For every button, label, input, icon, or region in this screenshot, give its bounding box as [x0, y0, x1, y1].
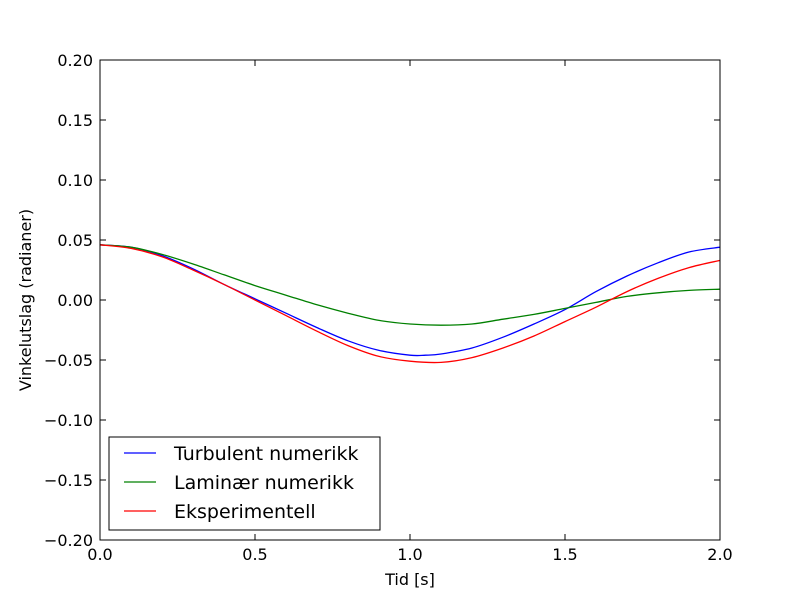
y-tick-label: −0.20	[44, 531, 93, 550]
series-line-2	[99, 244, 721, 364]
x-tick-label: 0.0	[87, 545, 112, 564]
legend-entries: Turbulent numerikk Laminær numerikk Eksper…	[124, 443, 359, 523]
x-tick-label: 2.0	[707, 545, 732, 564]
y-tick-label: 0.15	[57, 111, 93, 130]
ticks-layer: 0.0 0.5 1.0 1.5 2.0 0.20 0.15 0.10 0.05 0.00 −0.05…	[44, 51, 733, 564]
y-tick-label: −0.05	[44, 351, 93, 370]
y-tick-label: 0.10	[57, 171, 93, 190]
legend-label-2: Eksperimentell	[174, 501, 316, 523]
series-layer	[99, 244, 721, 364]
x-tick-label: 1.5	[552, 545, 577, 564]
x-axis-label: Tid [s]	[384, 570, 435, 589]
series-line-1	[99, 244, 721, 326]
y-tick-label: 0.00	[57, 291, 93, 310]
x-tick-label: 0.5	[242, 545, 267, 564]
y-tick-label: −0.10	[44, 411, 93, 430]
legend-label-0: Turbulent numerikk	[173, 443, 359, 465]
y-axis-label: Vinkelutslag (radianer)	[16, 209, 35, 391]
y-tick-label: 0.20	[57, 51, 93, 70]
legend: Turbulent numerikk Laminær numerikk Eksper…	[108, 436, 381, 531]
x-tick-label: 1.0	[397, 545, 422, 564]
y-tick-label: 0.05	[57, 231, 93, 250]
legend-label-1: Laminær numerikk	[174, 472, 354, 494]
y-tick-label: −0.15	[44, 471, 93, 490]
